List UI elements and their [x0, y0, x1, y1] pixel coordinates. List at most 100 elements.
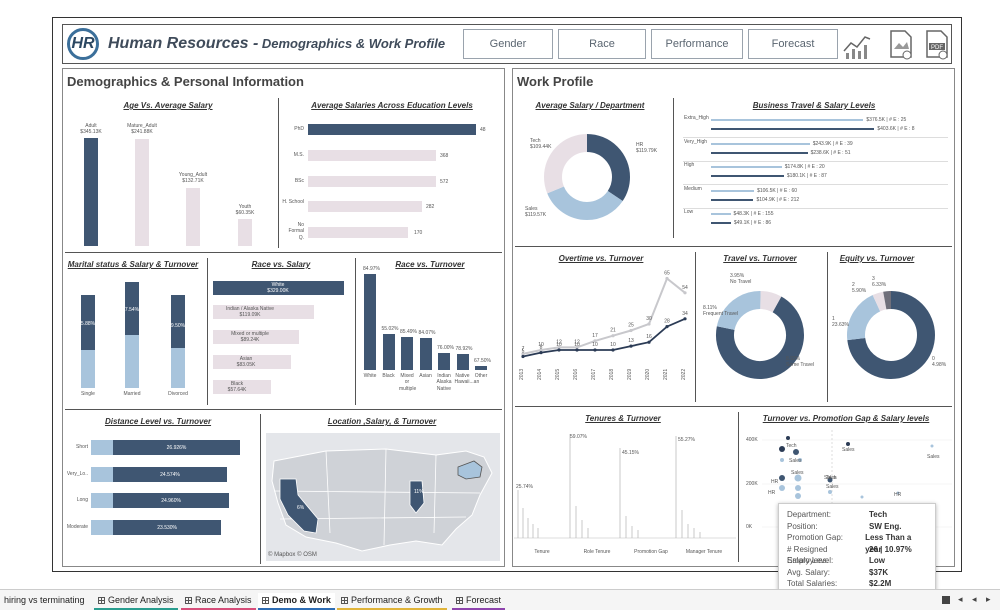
chart-icon[interactable] — [841, 29, 873, 61]
travel-salary-bar-a[interactable] — [711, 142, 810, 145]
tab-gender-analysis[interactable]: Gender Analysis — [94, 593, 178, 610]
marital-bar-divorced-high[interactable] — [171, 295, 185, 348]
promotion-scatter[interactable] — [762, 430, 952, 530]
overtime-point[interactable] — [611, 334, 615, 338]
travel-salary-bar-a[interactable] — [711, 213, 731, 215]
image-export-icon[interactable] — [885, 29, 917, 61]
overtime-point[interactable] — [575, 345, 579, 349]
overtime-point[interactable] — [629, 328, 633, 333]
travel-salary-bar-b[interactable] — [711, 198, 754, 201]
race-turnover-bar[interactable] — [456, 353, 469, 370]
distance-bar-high[interactable] — [113, 493, 230, 508]
marital-bar-married-low[interactable] — [125, 335, 139, 388]
tab-performance-growth[interactable]: Performance & Growth — [337, 593, 447, 610]
dept-slice-sales[interactable] — [544, 134, 630, 220]
tab-demo-work[interactable]: Demo & Work — [258, 593, 335, 610]
edu-bar-ms[interactable] — [308, 150, 436, 161]
overtime-point[interactable] — [593, 348, 597, 352]
equity-donut[interactable] — [846, 290, 936, 380]
distance-bar-high[interactable] — [113, 466, 228, 482]
distance-bar-low[interactable] — [91, 493, 113, 508]
edu-bar-nf[interactable] — [308, 227, 408, 238]
marital-bar-divorced-low[interactable] — [171, 348, 185, 388]
race-turnover-bar[interactable] — [419, 338, 432, 370]
travel-salary-bar-a[interactable] — [711, 189, 755, 192]
overtime-point[interactable] — [557, 345, 561, 349]
travel-salary-bar-a[interactable] — [711, 166, 782, 168]
tab-race-analysis[interactable]: Race Analysis — [181, 593, 256, 610]
race-turnover-bar[interactable] — [475, 366, 487, 370]
tab-forecast[interactable]: Forecast — [452, 593, 506, 610]
edu-bar-bsc[interactable] — [308, 176, 436, 187]
overtime-series-line[interactable] — [522, 317, 686, 358]
overtime-point[interactable] — [683, 291, 687, 295]
travel-slice-frequent[interactable] — [712, 287, 807, 382]
overtime-point[interactable] — [647, 340, 651, 344]
overtime-point[interactable] — [647, 322, 651, 326]
age-bar-mature[interactable] — [135, 139, 149, 246]
race-turnover-bar[interactable] — [401, 337, 413, 370]
nav-performance-button[interactable]: Performance — [651, 29, 743, 59]
race-salary-bar-white[interactable] — [213, 281, 344, 295]
pdf-export-icon[interactable]: PDF — [921, 29, 953, 61]
race-salary-bar-mixed[interactable] — [213, 330, 299, 344]
race-salary-bar-black[interactable] — [213, 380, 271, 394]
age-bar-young[interactable] — [186, 188, 200, 246]
overtime-point[interactable] — [539, 351, 543, 355]
overtime-point[interactable] — [557, 348, 561, 352]
nav-prev-icon[interactable]: ◂ — [972, 594, 977, 604]
overtime-point[interactable] — [575, 348, 579, 352]
dept-slice-tech[interactable] — [544, 134, 630, 220]
tab-hiring[interactable]: hiring vs terminating — [0, 593, 89, 610]
overtime-series-line[interactable] — [522, 276, 686, 355]
tooltip-key: Promotion Gap: — [787, 533, 844, 542]
distance-bar-low[interactable] — [91, 519, 113, 535]
overtime-point[interactable] — [611, 348, 615, 352]
nav-race-button[interactable]: Race — [558, 29, 646, 59]
distance-bar-low[interactable] — [91, 440, 113, 455]
marital-bar-single-low[interactable] — [81, 350, 95, 388]
nav-gender-button[interactable]: Gender — [463, 29, 553, 59]
travel-salary-bar-a[interactable] — [711, 119, 864, 121]
tenure-chart[interactable] — [514, 428, 736, 546]
distance-bar-high[interactable] — [113, 440, 241, 455]
travel-salary-bar-b[interactable] — [711, 175, 784, 177]
edu-bar-hs[interactable] — [308, 201, 422, 212]
race-salary-bar-indian[interactable] — [213, 305, 314, 319]
nav-next-icon[interactable]: ▸ — [986, 594, 991, 604]
age-bar-adult[interactable] — [84, 138, 98, 246]
travel-slice-none[interactable] — [712, 287, 807, 382]
travel-salary-bar-b[interactable] — [711, 222, 731, 224]
overtime-point[interactable] — [521, 352, 525, 356]
age-bar-youth[interactable] — [238, 219, 252, 246]
sheet-view-icon[interactable] — [942, 596, 950, 604]
overtime-point[interactable] — [683, 317, 687, 321]
distance-bar-high[interactable] — [113, 519, 222, 535]
marital-bar-single-high[interactable] — [81, 295, 95, 350]
travel-donut[interactable] — [715, 290, 805, 380]
race-turnover-bar[interactable] — [364, 274, 376, 370]
overtime-point[interactable] — [521, 354, 525, 359]
equity-slice-3[interactable] — [847, 291, 935, 379]
nav-first-icon[interactable]: ◂ — [958, 594, 963, 604]
overtime-value: 7 — [522, 346, 525, 352]
overtime-point[interactable] — [665, 276, 669, 281]
race-salary-bar-asian[interactable] — [213, 355, 291, 369]
overtime-point[interactable] — [539, 348, 543, 352]
overtime-point[interactable] — [665, 325, 669, 329]
edu-bar-phd[interactable] — [308, 124, 476, 135]
marital-bar-married-high[interactable] — [125, 282, 139, 335]
overtime-point[interactable] — [593, 339, 597, 343]
dept-donut[interactable] — [543, 133, 631, 221]
travel-salary-bar-b[interactable] — [711, 151, 808, 154]
race-turnover-bar[interactable] — [438, 352, 450, 370]
equity-slice-1[interactable] — [847, 291, 935, 379]
travel-salary-bar-b[interactable] — [711, 128, 875, 130]
nav-forecast-button[interactable]: Forecast — [748, 29, 838, 59]
race-salary-cat-white: White — [271, 282, 285, 288]
overtime-point[interactable] — [629, 344, 633, 348]
race-turnover-bar[interactable] — [382, 333, 395, 370]
us-map[interactable]: 6% 11% — [266, 433, 500, 561]
distance-bar-low[interactable] — [91, 466, 113, 482]
